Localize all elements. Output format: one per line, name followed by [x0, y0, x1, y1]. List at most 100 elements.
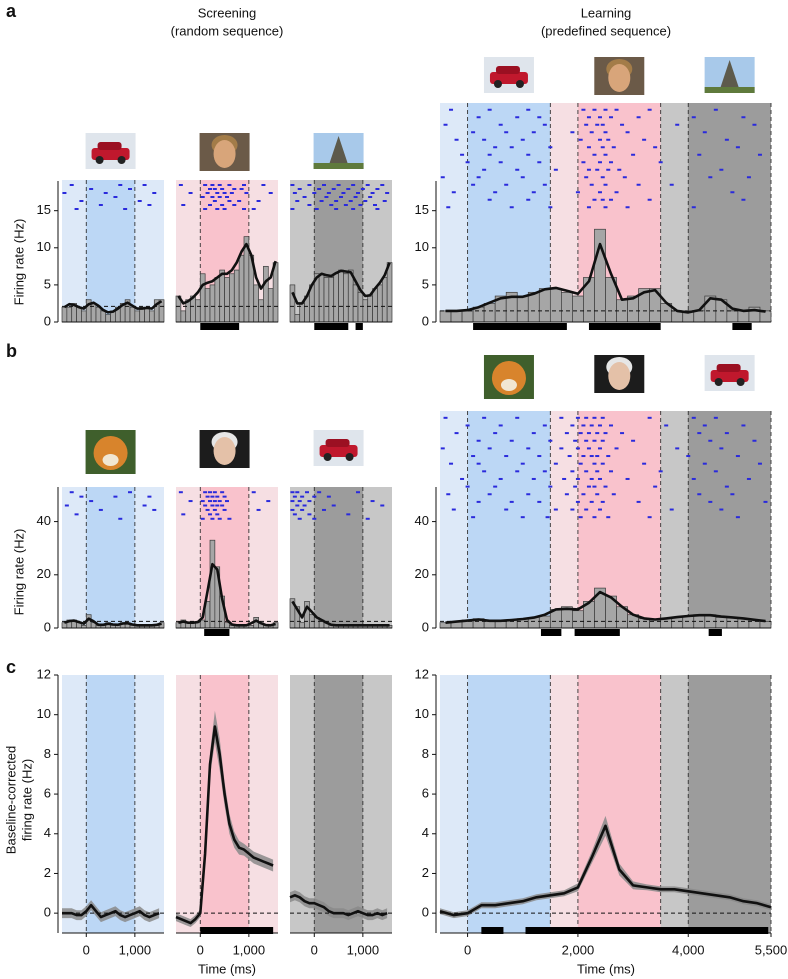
- y-tick-label: 12: [415, 666, 429, 681]
- y-tick-label: 10: [415, 239, 429, 254]
- histogram-bar: [527, 291, 540, 323]
- wheel: [95, 156, 104, 164]
- histogram-bar: [253, 284, 259, 323]
- histogram-bar: [100, 310, 107, 323]
- y-axis-label: Baseline-corrected: [3, 746, 18, 854]
- histogram-bar: [759, 310, 772, 323]
- y-tick-label: 15: [37, 202, 51, 217]
- y-tick-label: 0: [422, 905, 429, 920]
- mean-curve: [175, 725, 274, 925]
- trees: [704, 87, 755, 93]
- histogram-bar: [494, 620, 507, 629]
- y-axis-label: Firing rate (Hz): [11, 529, 26, 616]
- wheel: [117, 156, 126, 164]
- wheel: [323, 453, 332, 461]
- mean-curve: [439, 824, 772, 917]
- stimulus-image: [594, 355, 645, 393]
- x-tick-label: 0: [83, 942, 90, 957]
- histogram-bar: [209, 539, 216, 629]
- y-axis-label: firing rate (Hz): [19, 759, 34, 841]
- rate-curve: [63, 617, 162, 627]
- y-tick-label: 6: [44, 786, 51, 801]
- y-tick-label: 2: [44, 865, 51, 880]
- stimulus-window: [577, 675, 661, 933]
- y-tick-label: 0: [44, 905, 51, 920]
- stimulus-window: [86, 675, 135, 933]
- x-tick-label: 1,000: [119, 942, 152, 957]
- panel-label: c: [6, 657, 16, 677]
- rate-curve: [291, 262, 391, 305]
- histogram-bar: [461, 310, 474, 323]
- stimulus-window: [688, 411, 771, 628]
- y-axis-label: Firing rate (Hz): [11, 219, 26, 306]
- histogram-bar: [737, 310, 750, 323]
- histogram-bar: [61, 306, 68, 323]
- significance-bar: [574, 629, 620, 636]
- stimulus-image: [85, 430, 136, 474]
- histogram-bar: [450, 310, 463, 323]
- significance-bar: [481, 927, 504, 934]
- y-tick-label: 2: [422, 865, 429, 880]
- rate-curve: [177, 242, 277, 305]
- stimulus-window: [467, 103, 551, 322]
- face: [608, 64, 631, 92]
- y-tick-label: 4: [422, 825, 429, 840]
- histogram-bar: [343, 273, 349, 323]
- x-axis-label: Time (ms): [198, 961, 256, 976]
- y-tick-label: 10: [37, 706, 51, 721]
- y-tick-label: 0: [422, 619, 429, 634]
- car-top: [716, 364, 741, 372]
- y-tick-label: 10: [37, 239, 51, 254]
- y-tick-label: 10: [415, 706, 429, 721]
- significance-bar: [314, 323, 349, 330]
- stimulus-image: [313, 133, 364, 169]
- histogram-bar: [81, 310, 87, 323]
- x-tick-label: 5,500: [755, 942, 788, 957]
- stimulus-window: [467, 675, 551, 933]
- histogram-bar: [66, 306, 73, 323]
- panel-label: a: [6, 1, 17, 21]
- histogram-bar: [726, 310, 739, 323]
- car-top: [495, 66, 520, 74]
- histogram-bar: [105, 314, 111, 323]
- rate-curve: [445, 242, 766, 314]
- histogram-bar: [362, 299, 369, 323]
- significance-bar: [200, 927, 274, 934]
- stimulus-window: [314, 487, 363, 628]
- histogram-bar: [199, 273, 206, 323]
- wheel: [515, 80, 524, 88]
- mean-curve: [289, 894, 388, 917]
- car-top: [325, 439, 350, 447]
- tiger-head: [93, 436, 128, 470]
- y-tick-label: 20: [415, 566, 429, 581]
- histogram-bar: [328, 277, 335, 323]
- y-tick-label: 5: [44, 276, 51, 291]
- stimulus-image: [483, 57, 534, 93]
- stimulus-image: [85, 133, 136, 169]
- stimulus-window: [314, 675, 363, 933]
- x-tick-label: 1,000: [233, 942, 266, 957]
- histogram-bar: [715, 617, 728, 629]
- histogram-bar: [318, 273, 325, 323]
- face: [213, 140, 236, 168]
- histogram-bar: [224, 622, 230, 629]
- significance-bar: [355, 323, 363, 330]
- histogram-bar: [357, 291, 364, 323]
- stimulus-image: [483, 355, 534, 399]
- histogram-bar: [483, 303, 496, 323]
- y-tick-label: 40: [37, 513, 51, 528]
- histogram-bar: [671, 617, 684, 629]
- histogram-bar: [386, 262, 393, 323]
- x-tick-label: 4,000: [672, 942, 705, 957]
- face: [608, 362, 631, 390]
- significance-bar: [525, 927, 769, 934]
- y-tick-label: 0: [44, 313, 51, 328]
- stimulus-window: [688, 675, 771, 933]
- histogram-bar: [267, 288, 274, 323]
- wheel: [345, 453, 354, 461]
- y-tick-label: 15: [415, 202, 429, 217]
- car-top: [97, 142, 122, 150]
- column-title: Screening: [198, 5, 257, 20]
- stimulus-image: [313, 430, 364, 466]
